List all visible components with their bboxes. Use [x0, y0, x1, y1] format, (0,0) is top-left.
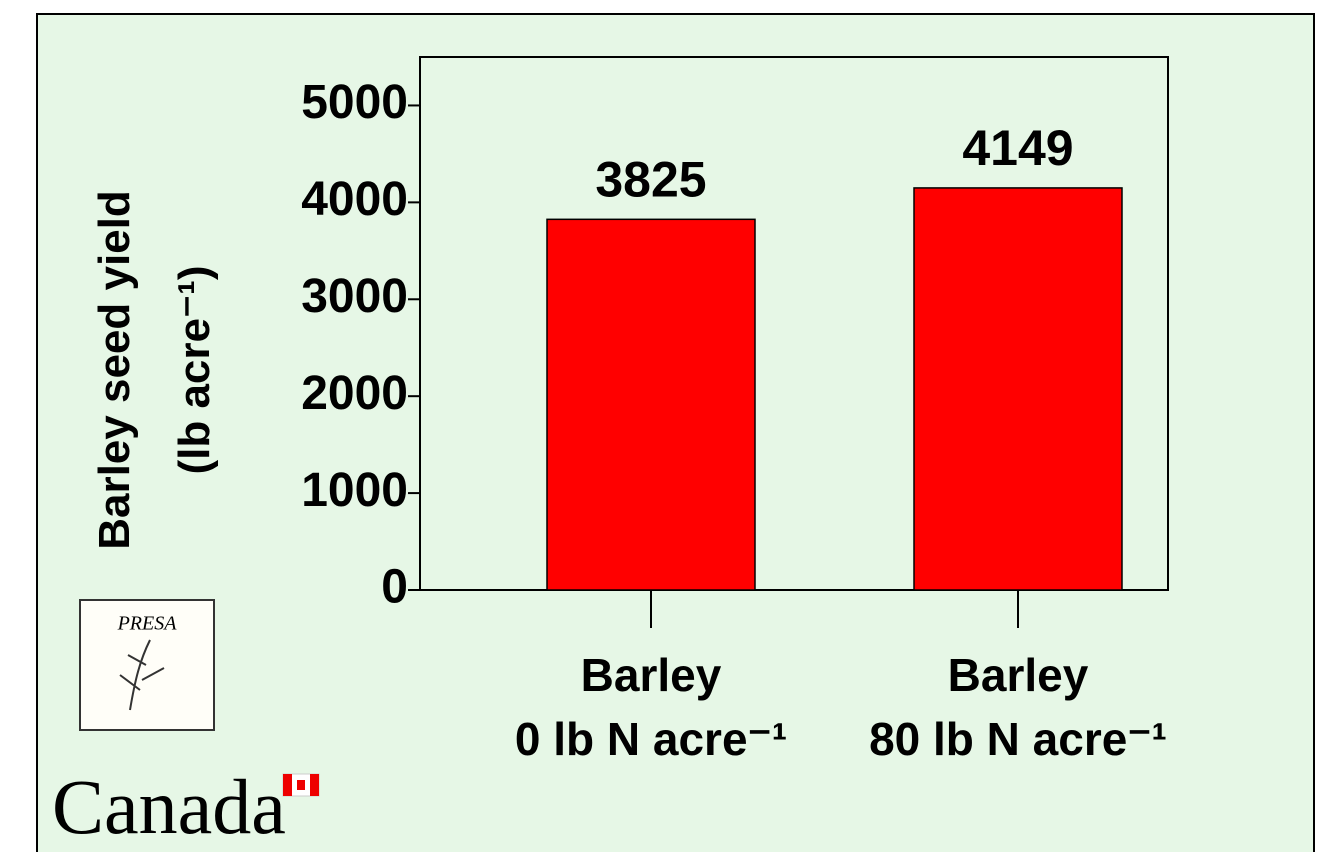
value-label: 3825	[595, 152, 706, 208]
y-tick-label: 0	[381, 561, 408, 614]
presa-logo: PRESA	[80, 600, 214, 730]
flag-bar	[310, 774, 319, 796]
logo-text: PRESA	[117, 613, 178, 635]
y-tick-label: 1000	[301, 464, 408, 517]
bar	[547, 219, 755, 590]
x-tick-label: Barley 80 lb N acre⁻¹	[818, 643, 1218, 771]
canada-wordmark: Canada	[52, 763, 319, 850]
flag-leaf	[297, 780, 305, 790]
page: PRESA Canada 0 1000 2000 3000 4000 5000 3825 41…	[0, 0, 1338, 852]
y-tick-label: 5000	[301, 76, 408, 129]
value-label: 4149	[962, 120, 1073, 176]
y-tick-label: 2000	[301, 367, 408, 420]
y-tick-label: 4000	[301, 173, 408, 226]
bar	[914, 188, 1122, 590]
y-tick-label: 3000	[301, 270, 408, 323]
x-tick-label: Barley 0 lb N acre⁻¹	[451, 643, 851, 771]
y-axis-title: Barley seed yield (lb acre⁻¹)	[75, 145, 235, 595]
wordmark-text: Canada	[52, 763, 286, 850]
